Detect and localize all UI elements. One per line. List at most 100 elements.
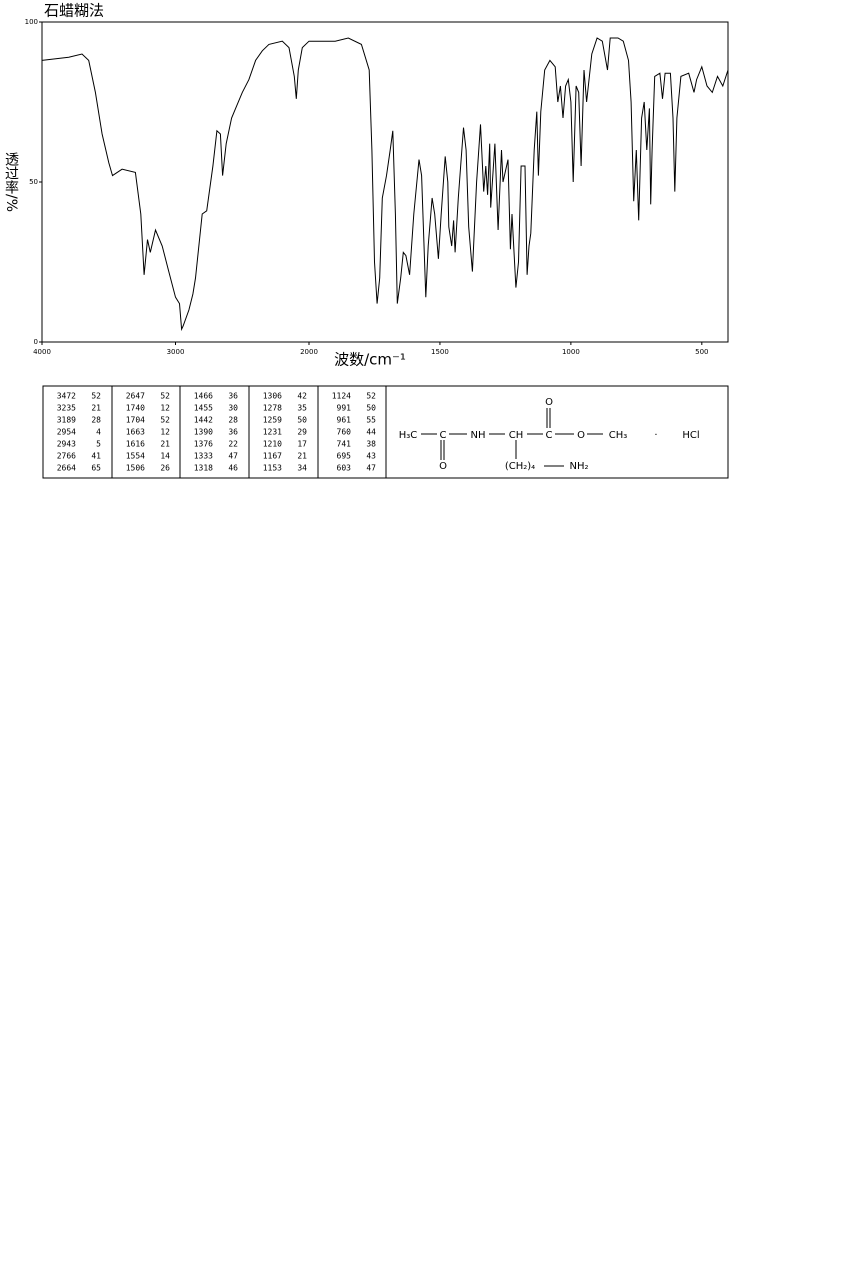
peak-transmittance: 14 [160,452,170,461]
structure-label: · [654,430,657,441]
peak-transmittance: 50 [366,404,376,413]
peak-wavenumber: 3472 [57,392,76,401]
structure-label: O [577,430,585,441]
peak-transmittance: 30 [228,404,238,413]
peak-transmittance: 21 [91,404,101,413]
peak-transmittance: 34 [297,464,307,473]
peak-transmittance: 41 [91,452,101,461]
peak-transmittance: 55 [366,416,376,425]
peak-transmittance: 21 [297,452,307,461]
peak-transmittance: 47 [366,464,376,473]
peak-wavenumber: 961 [337,416,352,425]
peak-transmittance: 36 [228,428,238,437]
structure-label: O [439,461,447,472]
x-tick-label: 3000 [167,348,185,356]
peak-transmittance: 17 [297,440,307,449]
peak-wavenumber: 1740 [126,404,145,413]
x-tick-label: 1000 [562,348,580,356]
table-dividers [111,386,387,478]
peak-transmittance: 46 [228,464,238,473]
peak-transmittance: 22 [228,440,238,449]
peak-wavenumber: 1376 [194,440,213,449]
x-tick-label: 4000 [33,348,51,356]
peak-wavenumber: 2647 [126,392,145,401]
structure-label: (CH₂)₄ [505,461,535,472]
structure-label: CH [509,430,524,441]
peak-wavenumber: 1455 [194,404,213,413]
peak-transmittance: 4 [96,428,101,437]
y-tick-label: 50 [29,178,38,186]
spectrum-line [41,37,729,332]
structure-label: CH₃ [609,430,628,441]
peak-transmittance: 52 [91,392,101,401]
structure-label: NH₂ [569,461,588,472]
peak-wavenumber: 1506 [126,464,145,473]
peak-wavenumber: 2954 [57,428,76,437]
peak-wavenumber: 1333 [194,452,213,461]
peak-transmittance: 43 [366,452,376,461]
x-tick-label: 1500 [431,348,449,356]
peak-transmittance: 28 [91,416,101,425]
peak-wavenumber: 1554 [126,452,145,461]
peak-wavenumber: 2664 [57,464,76,473]
peak-wavenumber: 1390 [194,428,213,437]
structure-label: C [546,430,553,441]
peak-wavenumber: 1306 [263,392,282,401]
peak-transmittance: 52 [160,392,170,401]
peak-wavenumber: 1318 [194,464,213,473]
x-tick-label: 2000 [300,348,318,356]
peak-transmittance: 44 [366,428,376,437]
peak-wavenumber: 2766 [57,452,76,461]
chart-title: 石蜡糊法 [44,2,104,20]
peak-wavenumber: 1210 [263,440,282,449]
peak-wavenumber: 695 [337,452,352,461]
peak-wavenumber: 3235 [57,404,76,413]
peak-wavenumber: 3189 [57,416,76,425]
structure-label: NH [471,430,486,441]
peak-wavenumber: 1231 [263,428,282,437]
peak-transmittance: 21 [160,440,170,449]
peak-transmittance: 26 [160,464,170,473]
peak-transmittance: 38 [366,440,376,449]
peak-transmittance: 28 [228,416,238,425]
y-tick-label: 100 [25,18,38,26]
peak-wavenumber: 1278 [263,404,282,413]
y-axis-label: 透过率/% [3,152,19,213]
peak-transmittance: 50 [297,416,307,425]
peak-wavenumber: 1704 [126,416,145,425]
peak-wavenumber: 760 [337,428,352,437]
peak-wavenumber: 1442 [194,416,213,425]
structure-label: H₃C [399,430,418,441]
peak-transmittance: 47 [228,452,238,461]
peak-transmittance: 12 [160,428,170,437]
peak-wavenumber: 991 [337,404,352,413]
peak-wavenumber: 603 [337,464,352,473]
peak-transmittance: 12 [160,404,170,413]
peak-wavenumber: 1663 [126,428,145,437]
peak-transmittance: 42 [297,392,307,401]
peak-transmittance: 52 [160,416,170,425]
peak-transmittance: 52 [366,392,376,401]
peak-wavenumber: 2943 [57,440,76,449]
peak-wavenumber: 1167 [263,452,282,461]
peak-wavenumber: 1466 [194,392,213,401]
x-tick-label: 500 [695,348,708,356]
peak-transmittance: 65 [91,464,101,473]
peak-transmittance: 29 [297,428,307,437]
peak-transmittance: 35 [297,404,307,413]
peak-wavenumber: 1259 [263,416,282,425]
peak-wavenumber: 1153 [263,464,282,473]
peak-wavenumber: 1124 [332,392,351,401]
peak-transmittance: 36 [228,392,238,401]
peak-transmittance: 5 [96,440,101,449]
structure-label: HCl [682,430,699,441]
peak-wavenumber: 1616 [126,440,145,449]
bonds [421,408,603,467]
structure-label: O [545,397,553,408]
peak-wavenumber: 741 [337,440,352,449]
y-tick-label: 0 [34,338,38,346]
x-axis-label: 波数/cm⁻¹ [334,351,406,369]
